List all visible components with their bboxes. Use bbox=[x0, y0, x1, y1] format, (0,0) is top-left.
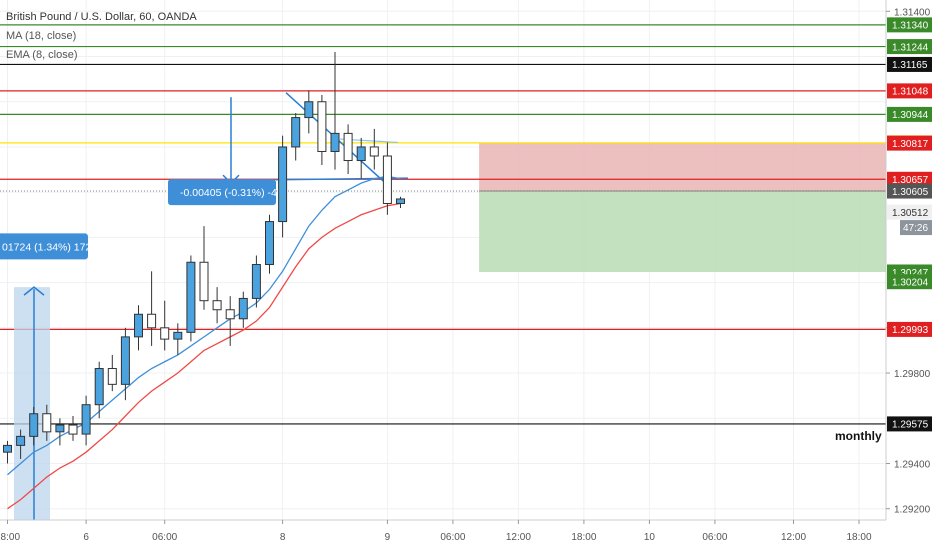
price-tag-1.30944: 1.30944 bbox=[892, 110, 929, 121]
measure-label-box-left[interactable] bbox=[0, 233, 88, 260]
candle[interactable] bbox=[160, 327, 170, 340]
candle[interactable] bbox=[238, 297, 248, 320]
price-tag-1.29993: 1.29993 bbox=[892, 325, 929, 336]
price-tag-1.30512: 1.30512 bbox=[892, 208, 929, 219]
price-tag-1.31244-bg[interactable] bbox=[887, 39, 932, 55]
candle[interactable] bbox=[107, 368, 117, 385]
candle[interactable] bbox=[382, 155, 392, 204]
measure-label-box-middle[interactable] bbox=[168, 179, 276, 206]
time-tick-label: 12:00 bbox=[506, 532, 531, 543]
price-tag-1.30817: 1.30817 bbox=[892, 139, 929, 150]
candle[interactable] bbox=[251, 264, 261, 299]
time-tick-label: 10 bbox=[644, 532, 656, 543]
time-tick-label: 8 bbox=[280, 532, 286, 543]
candle[interactable] bbox=[278, 146, 288, 223]
candle[interactable] bbox=[212, 300, 222, 311]
chart-legend: British Pound / U.S. Dollar, 60, OANDA M… bbox=[6, 8, 197, 65]
price-tag-1.29575-bg[interactable] bbox=[887, 416, 932, 432]
candle[interactable] bbox=[16, 435, 26, 446]
price-tag-1.31340: 1.31340 bbox=[892, 21, 929, 32]
time-tick-label: 06:00 bbox=[702, 532, 727, 543]
price-tag-1.31048: 1.31048 bbox=[892, 87, 929, 98]
price-tag-1.31048-bg[interactable] bbox=[887, 83, 932, 99]
price-tag-1.31244: 1.31244 bbox=[892, 42, 929, 53]
monthly-label: monthly bbox=[835, 429, 882, 443]
time-tick-label: 18:00 bbox=[0, 532, 20, 543]
time-axis[interactable] bbox=[0, 520, 886, 550]
price-tick-label: 1.31400 bbox=[894, 7, 931, 18]
take-profit-zone[interactable] bbox=[479, 191, 886, 272]
candle[interactable] bbox=[173, 331, 183, 340]
time-tick-label: 18:00 bbox=[846, 532, 871, 543]
time-tick-label: 9 bbox=[385, 532, 391, 543]
candle[interactable] bbox=[134, 313, 143, 338]
candle[interactable] bbox=[68, 424, 78, 435]
price-tag-1.30657: 1.30657 bbox=[892, 175, 929, 186]
candle[interactable] bbox=[225, 309, 235, 320]
price-tag-1.30204: 1.30204 bbox=[892, 278, 929, 289]
price-tag-1.30204-bg[interactable] bbox=[887, 274, 932, 290]
price-tick-label: 1.29800 bbox=[894, 369, 931, 380]
price-tag-1.29993-bg[interactable] bbox=[887, 321, 932, 337]
candle[interactable] bbox=[94, 368, 104, 406]
countdown-label: 47:26 bbox=[903, 223, 928, 234]
price-tag-1.29575: 1.29575 bbox=[892, 420, 929, 431]
candle[interactable] bbox=[291, 117, 301, 148]
price-tag-1.30944-bg[interactable] bbox=[887, 106, 932, 122]
candle[interactable] bbox=[3, 444, 12, 453]
measure-label-left: 01724 (1.34%) 172.4 bbox=[2, 241, 100, 253]
price-tag-1.30247: 1.30247 bbox=[892, 268, 929, 279]
measure-label-middle: -0.00405 (-0.31%) -40.5 bbox=[180, 187, 292, 199]
price-tag-1.30605: 1.30605 bbox=[892, 187, 929, 198]
time-tick-label: 12:00 bbox=[781, 532, 806, 543]
countdown-bg bbox=[900, 220, 932, 236]
price-tag-1.31165: 1.31165 bbox=[892, 60, 928, 71]
ma-legend[interactable]: MA (18, close) bbox=[6, 30, 77, 42]
candle[interactable] bbox=[199, 261, 209, 302]
ema-legend[interactable]: EMA (8, close) bbox=[6, 49, 78, 61]
price-tag-1.30512-bg[interactable] bbox=[887, 204, 932, 220]
ema-8-line[interactable] bbox=[7, 202, 401, 510]
price-tick-label: 1.29400 bbox=[894, 459, 931, 470]
candle[interactable] bbox=[42, 413, 52, 433]
measure-arrowhead-left bbox=[23, 286, 45, 296]
candle[interactable] bbox=[147, 313, 157, 329]
time-tick-label: 06:00 bbox=[440, 532, 465, 543]
price-tag-1.30817-bg[interactable] bbox=[887, 135, 932, 151]
price-tag-1.31165-bg[interactable] bbox=[887, 56, 932, 72]
candle[interactable] bbox=[29, 413, 39, 437]
candle[interactable] bbox=[81, 404, 91, 435]
candle[interactable] bbox=[317, 101, 327, 152]
symbol-title: British Pound / U.S. Dollar, 60, OANDA bbox=[6, 11, 197, 23]
ma-18-line[interactable] bbox=[7, 175, 401, 476]
candle[interactable] bbox=[396, 198, 405, 204]
candle[interactable] bbox=[343, 132, 353, 162]
candle[interactable] bbox=[304, 101, 314, 119]
candle[interactable] bbox=[369, 146, 379, 157]
price-tag-1.31340-bg[interactable] bbox=[887, 17, 932, 33]
candle[interactable] bbox=[265, 221, 274, 266]
price-tag-1.30657-bg[interactable] bbox=[887, 171, 932, 187]
price-tick-label: 1.29200 bbox=[894, 505, 931, 516]
candle[interactable] bbox=[330, 132, 340, 152]
candle[interactable] bbox=[186, 261, 196, 333]
time-tick-label: 18:00 bbox=[571, 532, 596, 543]
candle[interactable] bbox=[120, 336, 130, 385]
stop-loss-zone[interactable] bbox=[479, 143, 886, 192]
candle[interactable] bbox=[356, 146, 366, 162]
measure-range-left[interactable] bbox=[14, 287, 50, 520]
price-tag-1.30605-bg[interactable] bbox=[887, 183, 932, 199]
time-tick-label: 06:00 bbox=[152, 532, 177, 543]
candle[interactable] bbox=[55, 424, 65, 433]
time-tick-label: 6 bbox=[83, 532, 89, 543]
